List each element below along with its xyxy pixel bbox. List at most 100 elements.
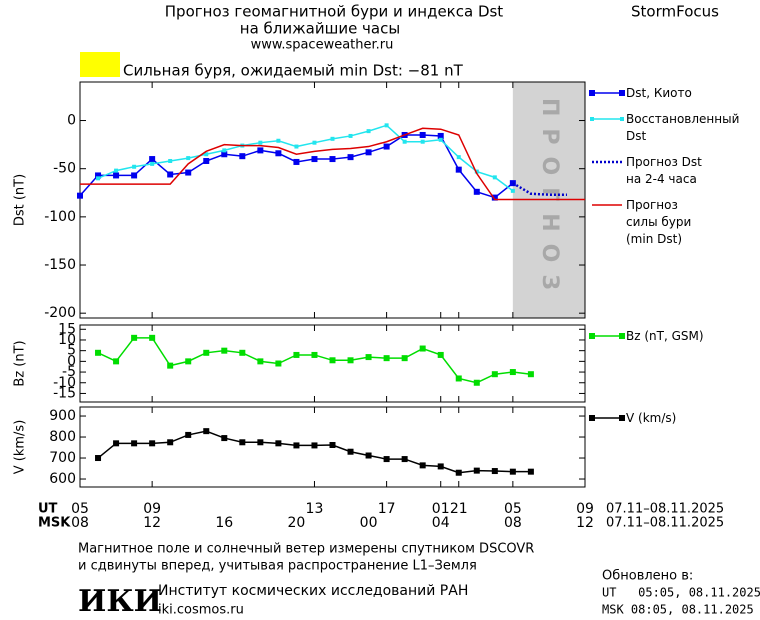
data-point bbox=[113, 440, 120, 447]
series-line bbox=[80, 127, 585, 201]
data-point bbox=[239, 439, 246, 446]
data-point bbox=[186, 156, 191, 161]
data-point bbox=[168, 158, 173, 163]
y-tick-label: -10 bbox=[53, 375, 76, 391]
series-line bbox=[97, 124, 514, 192]
data-point bbox=[275, 360, 282, 367]
series-line bbox=[97, 430, 531, 474]
x-tick-label: 12 bbox=[143, 515, 161, 531]
legend-marker bbox=[620, 117, 624, 121]
y-tick-label: 15 bbox=[58, 321, 76, 337]
date-range: 07.11–08.11.2025 bbox=[606, 516, 724, 531]
y-tick-label: 0 bbox=[67, 353, 76, 369]
data-point bbox=[491, 468, 498, 475]
y-axis-label: V (km/s) bbox=[13, 420, 28, 475]
data-point bbox=[474, 169, 479, 174]
x-tick-label: 09 bbox=[143, 501, 161, 517]
data-point bbox=[258, 140, 263, 145]
data-point bbox=[438, 137, 443, 142]
data-point bbox=[294, 144, 299, 149]
data-point bbox=[366, 129, 371, 134]
data-point bbox=[221, 347, 228, 354]
legend-marker bbox=[590, 117, 594, 121]
y-tick-label: -5 bbox=[62, 364, 76, 380]
legend-label: V (km/s) bbox=[626, 411, 676, 425]
data-point bbox=[77, 192, 83, 199]
data-point bbox=[95, 455, 102, 462]
data-point bbox=[527, 371, 534, 378]
series-line bbox=[79, 134, 514, 199]
updated-ut: UT 05:05, 08.11.2025 bbox=[602, 586, 760, 600]
x-tick-label: 16 bbox=[215, 515, 233, 531]
x-tick-label: 20 bbox=[288, 515, 306, 531]
logo: ИКИ bbox=[78, 584, 162, 619]
legend-marker bbox=[619, 415, 625, 421]
data-point bbox=[492, 175, 497, 180]
data-point bbox=[473, 379, 480, 386]
data-point bbox=[455, 469, 462, 476]
data-point bbox=[419, 345, 426, 352]
data-point bbox=[455, 166, 462, 173]
data-point bbox=[257, 439, 264, 446]
data-point bbox=[131, 334, 138, 341]
x-tick-label: 08 bbox=[71, 515, 89, 531]
legend-label: Dst, Киото bbox=[626, 86, 692, 100]
data-point bbox=[383, 355, 390, 362]
y-tick-label: -15 bbox=[53, 385, 76, 401]
x-tick-label: 12 bbox=[576, 515, 594, 531]
data-point bbox=[131, 172, 138, 179]
legend-marker bbox=[589, 333, 595, 339]
title: Прогноз геомагнитной бури и индекса Dst bbox=[165, 3, 504, 21]
data-point bbox=[276, 138, 281, 143]
data-point bbox=[167, 171, 174, 178]
alert-text: Сильная буря, ожидаемый min Dst: −81 nT bbox=[123, 62, 464, 80]
data-point bbox=[329, 357, 336, 364]
plot-frame bbox=[79, 406, 586, 488]
y-axis-label: Dst (nT) bbox=[13, 174, 28, 226]
data-point bbox=[437, 132, 444, 139]
data-point bbox=[204, 152, 209, 157]
data-point bbox=[491, 194, 498, 201]
data-point bbox=[527, 468, 534, 475]
data-point bbox=[402, 139, 407, 144]
data-point bbox=[437, 463, 444, 470]
data-point bbox=[510, 188, 515, 193]
data-point bbox=[113, 172, 120, 179]
data-point bbox=[150, 161, 155, 166]
data-point bbox=[275, 150, 282, 157]
y-axis-label: Bz (nT) bbox=[13, 340, 28, 386]
data-point bbox=[239, 153, 246, 160]
data-point bbox=[365, 452, 372, 459]
data-point bbox=[311, 156, 318, 163]
legend-label: Восстановленный Dst bbox=[626, 112, 739, 143]
data-point bbox=[420, 139, 425, 144]
data-point bbox=[348, 133, 353, 138]
data-point bbox=[113, 358, 120, 365]
data-point bbox=[347, 357, 354, 364]
x-tick-label: 09 bbox=[576, 501, 594, 517]
y-tick-label: -100 bbox=[44, 209, 76, 225]
data-point bbox=[365, 149, 372, 156]
data-point bbox=[95, 172, 102, 179]
brand: StormFocus bbox=[631, 3, 719, 21]
data-point bbox=[347, 448, 354, 455]
y-tick-label: -150 bbox=[44, 257, 76, 273]
data-point bbox=[329, 156, 336, 163]
plot-frame bbox=[79, 324, 586, 403]
data-point bbox=[473, 188, 480, 195]
x-axis-label: MSK bbox=[38, 516, 71, 531]
data-point bbox=[95, 349, 102, 356]
data-point bbox=[311, 442, 318, 449]
data-point bbox=[312, 140, 317, 145]
date-range: 07.11–08.11.2025 bbox=[606, 502, 724, 517]
footer-note: Магнитное поле и солнечный ветер измерен… bbox=[78, 542, 534, 557]
data-point bbox=[221, 435, 228, 442]
y-tick-label: 700 bbox=[49, 450, 76, 466]
x-tick-label: 17 bbox=[378, 501, 396, 517]
data-point bbox=[185, 358, 192, 365]
series-line bbox=[97, 337, 531, 384]
data-point bbox=[149, 334, 156, 341]
legend-label: Bz (nT, GSM) bbox=[626, 329, 704, 343]
site: iki.cosmos.ru bbox=[158, 603, 244, 618]
